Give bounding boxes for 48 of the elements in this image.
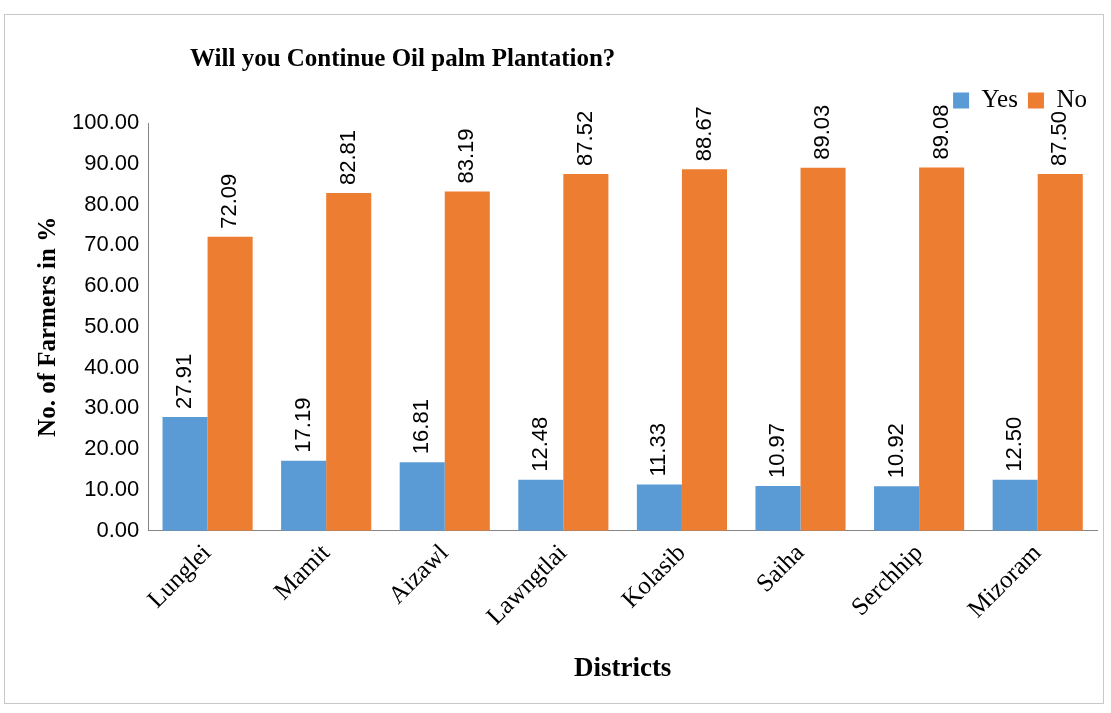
y-tick-label: 60.00 — [84, 272, 140, 298]
legend-label: Yes — [981, 85, 1018, 113]
y-tick-label: 50.00 — [84, 312, 140, 338]
data-label: 72.09 — [216, 173, 242, 229]
chart-title: Will you Continue Oil palm Plantation? — [190, 44, 616, 72]
bar — [326, 193, 372, 531]
y-tick-label: 80.00 — [84, 190, 140, 216]
y-tick-label: 20.00 — [84, 435, 140, 461]
y-tick-label: 100.00 — [71, 109, 140, 135]
y-tick-label: 10.00 — [84, 476, 140, 502]
data-label: 17.19 — [289, 397, 315, 453]
data-label: 87.50 — [1046, 110, 1072, 166]
data-label: 10.92 — [882, 423, 908, 479]
bar — [992, 479, 1038, 531]
data-label: 83.19 — [453, 128, 479, 184]
bar — [563, 173, 609, 531]
y-tick-label: 40.00 — [84, 353, 140, 379]
bar — [207, 236, 253, 531]
bar — [755, 485, 801, 531]
data-label: 11.33 — [645, 423, 671, 477]
data-label: 12.48 — [526, 416, 552, 472]
bar — [1037, 173, 1083, 531]
y-tick-label: 0.00 — [96, 516, 140, 542]
bar — [874, 486, 920, 531]
bar — [919, 167, 965, 531]
bar — [399, 462, 445, 531]
data-label: 89.03 — [809, 104, 835, 160]
data-label: 12.50 — [1001, 416, 1027, 472]
y-tick-label: 30.00 — [84, 394, 140, 420]
data-label: 10.97 — [764, 422, 790, 478]
x-axis-title: Districts — [573, 651, 672, 682]
data-label: 27.91 — [171, 353, 197, 409]
bar — [162, 416, 208, 531]
y-axis-title: No. of Farmers in % — [33, 216, 61, 437]
legend-label: No — [1056, 85, 1088, 113]
data-label: 89.08 — [927, 104, 953, 160]
bar — [636, 484, 682, 531]
bar — [444, 191, 490, 531]
bar — [518, 479, 564, 531]
y-tick-label: 90.00 — [84, 149, 140, 175]
data-label: 16.81 — [408, 399, 434, 455]
data-label: 88.67 — [690, 106, 716, 162]
data-label: 87.52 — [571, 110, 597, 166]
bar — [800, 167, 846, 531]
bar — [281, 460, 327, 531]
y-tick-label: 70.00 — [84, 231, 140, 257]
data-label: 82.81 — [334, 130, 360, 186]
bar — [681, 169, 727, 531]
